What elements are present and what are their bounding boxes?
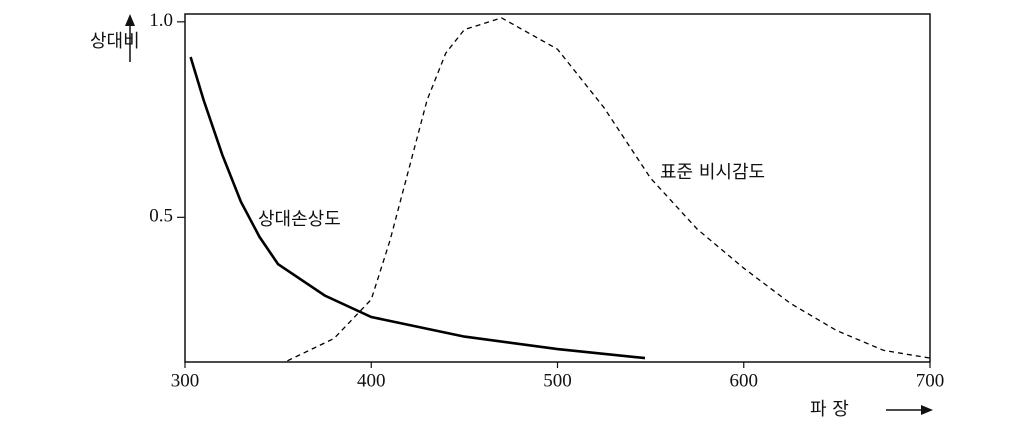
x-tick-label: 600: [730, 370, 759, 391]
series-line: [287, 17, 931, 362]
x-tick-label: 400: [357, 370, 386, 391]
y-axis-arrowhead: [125, 14, 135, 26]
series-label: 표준 비시감도: [660, 162, 765, 183]
x-tick-label: 300: [171, 370, 200, 391]
y-tick-label: 0.5: [149, 206, 173, 227]
plot-frame: [184, 13, 931, 363]
y-axis-label: 상대비: [90, 31, 140, 52]
x-axis-label: 파 장: [810, 399, 849, 420]
series-line: [189, 56, 646, 360]
x-axis-arrowhead: [921, 405, 933, 415]
x-tick-label: 500: [543, 370, 572, 391]
x-tick-label: 700: [916, 370, 945, 391]
series-label: 상대손상도: [258, 209, 341, 230]
y-tick-label: 1.0: [149, 10, 173, 31]
